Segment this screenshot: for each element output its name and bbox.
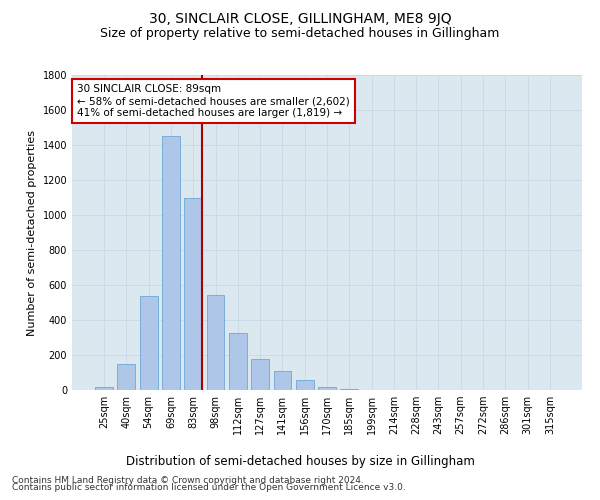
Text: 30, SINCLAIR CLOSE, GILLINGHAM, ME8 9JQ: 30, SINCLAIR CLOSE, GILLINGHAM, ME8 9JQ [149,12,451,26]
Bar [206,294,224,390]
Bar [251,360,269,390]
Bar [140,296,158,390]
Bar [229,333,247,390]
Bar [274,371,292,390]
Bar [162,136,180,390]
Bar [118,364,136,390]
Bar [318,387,336,390]
Bar [95,388,113,390]
Text: Size of property relative to semi-detached houses in Gillingham: Size of property relative to semi-detach… [100,28,500,40]
Bar [184,198,202,390]
Bar [296,380,314,390]
Text: Contains HM Land Registry data © Crown copyright and database right 2024.: Contains HM Land Registry data © Crown c… [12,476,364,485]
Text: 30 SINCLAIR CLOSE: 89sqm
← 58% of semi-detached houses are smaller (2,602)
41% o: 30 SINCLAIR CLOSE: 89sqm ← 58% of semi-d… [77,84,350,117]
Text: Distribution of semi-detached houses by size in Gillingham: Distribution of semi-detached houses by … [125,455,475,468]
Text: Contains public sector information licensed under the Open Government Licence v3: Contains public sector information licen… [12,484,406,492]
Y-axis label: Number of semi-detached properties: Number of semi-detached properties [27,130,37,336]
